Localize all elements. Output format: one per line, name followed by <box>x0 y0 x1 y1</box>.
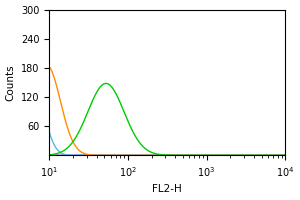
X-axis label: FL2-H: FL2-H <box>152 184 182 194</box>
Y-axis label: Counts: Counts <box>6 64 16 101</box>
